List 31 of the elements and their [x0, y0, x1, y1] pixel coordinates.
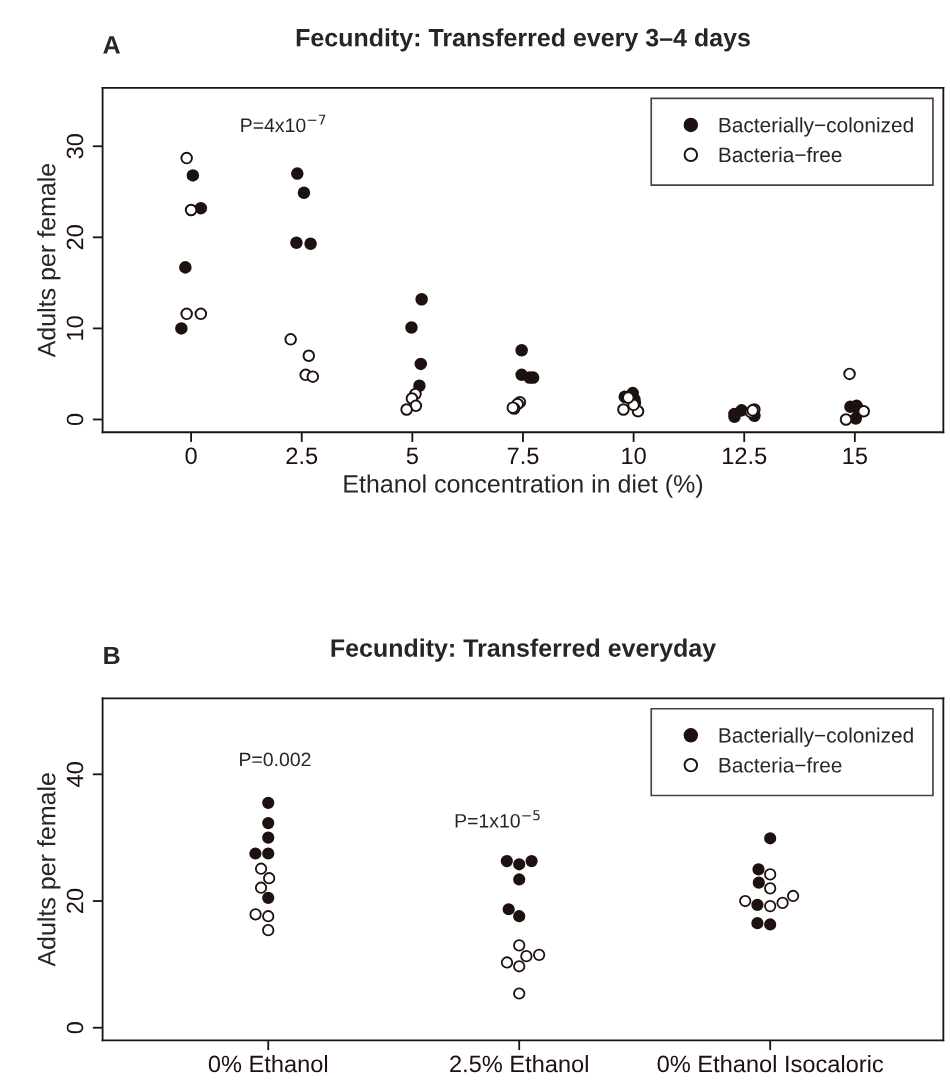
y-axis-title: Adults per female: [37, 773, 61, 967]
y-tick-label: 10: [66, 316, 84, 340]
x-tick-label: 12.5: [723, 447, 767, 465]
x-tick-label: 15: [843, 447, 867, 465]
x-tick-label: 2.5: [286, 447, 318, 465]
legend-label: Bacterially−colonized: [719, 117, 913, 137]
chart-title: Fecundity: Transferred every 3–4 days: [296, 28, 750, 52]
legend-label: Bacteria−free: [719, 757, 842, 773]
x-axis-title: Ethanol concentration in diet (%): [344, 474, 703, 498]
y-tick-label: 0: [66, 413, 84, 426]
y-tick-label: 20: [66, 225, 84, 250]
y-tick-label: 0: [66, 1022, 84, 1034]
y-axis-title: Adults per female: [37, 163, 61, 358]
text: A: [103, 36, 120, 54]
legend-label: Bacterially−colonized: [719, 727, 913, 747]
x-tick-label: 7.5: [507, 447, 539, 465]
chart-title: Fecundity: Transferred everyday: [331, 638, 716, 662]
x-tick-label: 5: [406, 447, 418, 465]
text: B: [104, 646, 120, 665]
x-tick-label: 0: [185, 447, 197, 465]
annotation: P=1x10$^{−5}$: [455, 810, 540, 828]
x-tick-label: 10: [622, 447, 646, 465]
y-tick-label: 20: [66, 888, 84, 913]
x-tick-label: 2.5% Ethanol: [450, 1054, 588, 1073]
x-tick-label: 0% Ethanol: [208, 1054, 328, 1073]
x-tick-label: 0% Ethanol Isocaloric: [657, 1054, 884, 1073]
legend-label: Bacteria−free: [719, 146, 842, 163]
annotation: P=0.002: [240, 752, 311, 767]
y-tick-label: 40: [66, 762, 84, 787]
annotation: P=4x10$^{−7}$: [241, 114, 326, 133]
y-tick-label: 30: [66, 134, 84, 159]
